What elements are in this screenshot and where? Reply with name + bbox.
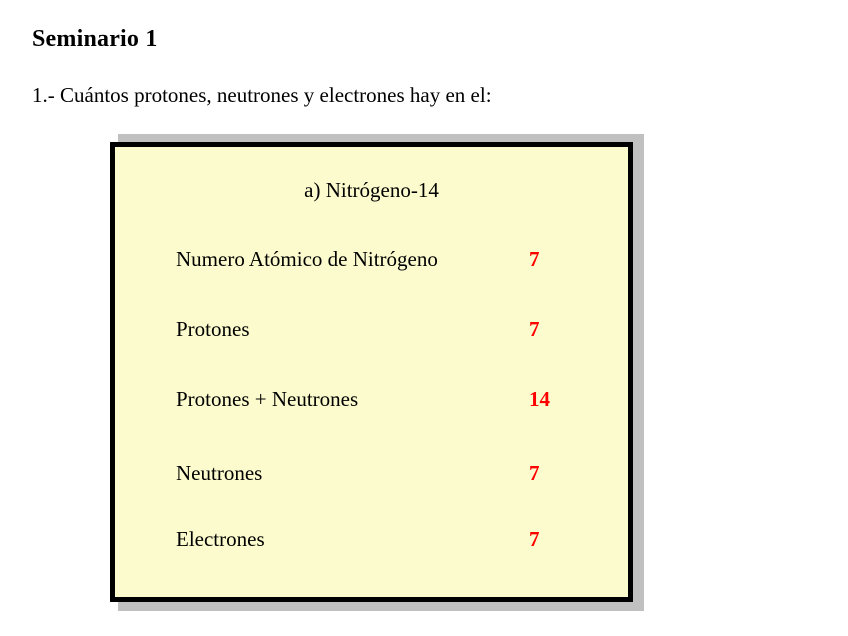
table-row: Protones 7 <box>115 315 628 343</box>
page-title: Seminario 1 <box>32 26 158 52</box>
row-value-numero-atomico: 7 <box>529 247 540 271</box>
table-row: Electrones 7 <box>115 525 628 553</box>
table-row: Protones + Neutrones 14 <box>115 385 628 413</box>
answer-box-container: a) Nitrógeno-14 Numero Atómico de Nitróg… <box>110 134 644 611</box>
row-value-protones-mas-neutrones: 14 <box>529 387 550 411</box>
row-label-protones-mas-neutrones: Protones + Neutrones <box>176 387 359 411</box>
answer-box-header: a) Nitrógeno-14 <box>304 178 439 202</box>
row-label-numero-atomico: Numero Atómico de Nitrógeno <box>176 247 438 271</box>
row-label-electrones: Electrones <box>176 527 265 551</box>
answer-box-content: a) Nitrógeno-14 Numero Atómico de Nitróg… <box>115 147 628 597</box>
table-row: Neutrones 7 <box>115 459 628 487</box>
table-row: Numero Atómico de Nitrógeno 7 <box>115 245 628 273</box>
row-value-electrones: 7 <box>529 527 540 551</box>
row-value-protones: 7 <box>529 317 540 341</box>
row-value-neutrones: 7 <box>529 461 540 485</box>
row-label-neutrones: Neutrones <box>176 461 263 485</box>
row-label-protones: Protones <box>176 317 250 341</box>
answer-box: a) Nitrógeno-14 Numero Atómico de Nitróg… <box>110 142 633 602</box>
question-text: 1.- Cuántos protones, neutrones y electr… <box>32 83 492 107</box>
